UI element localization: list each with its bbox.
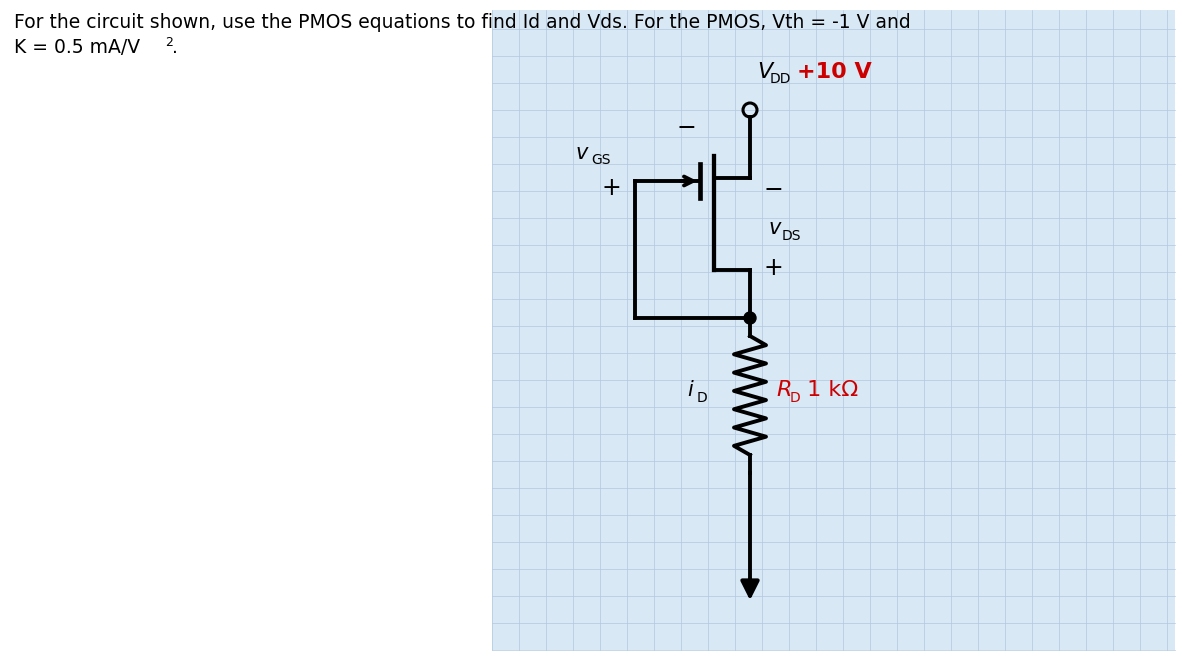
Text: −: − xyxy=(764,178,782,202)
Text: $V$: $V$ xyxy=(756,62,775,82)
Text: 2: 2 xyxy=(165,36,173,49)
Bar xyxy=(492,10,1175,650)
Text: $v$: $v$ xyxy=(768,218,782,238)
Text: D: D xyxy=(697,391,708,405)
Text: $i$: $i$ xyxy=(687,380,695,400)
Text: 1 kΩ: 1 kΩ xyxy=(800,380,858,400)
Text: −: − xyxy=(676,116,696,140)
Text: +10 V: +10 V xyxy=(797,62,872,82)
Text: +: + xyxy=(764,256,782,280)
Circle shape xyxy=(743,312,756,324)
Text: K = 0.5 mA/V: K = 0.5 mA/V xyxy=(14,38,141,57)
Text: For the circuit shown, use the PMOS equations to find Id and Vds. For the PMOS, : For the circuit shown, use the PMOS equa… xyxy=(14,13,911,32)
Text: DD: DD xyxy=(769,72,792,86)
Text: $R$: $R$ xyxy=(777,380,792,400)
Text: .: . xyxy=(173,38,177,57)
Text: DS: DS xyxy=(782,229,801,243)
Text: D: D xyxy=(790,391,800,405)
Text: $v$: $v$ xyxy=(576,143,590,163)
Text: GS: GS xyxy=(591,153,610,167)
Text: +: + xyxy=(602,176,621,200)
